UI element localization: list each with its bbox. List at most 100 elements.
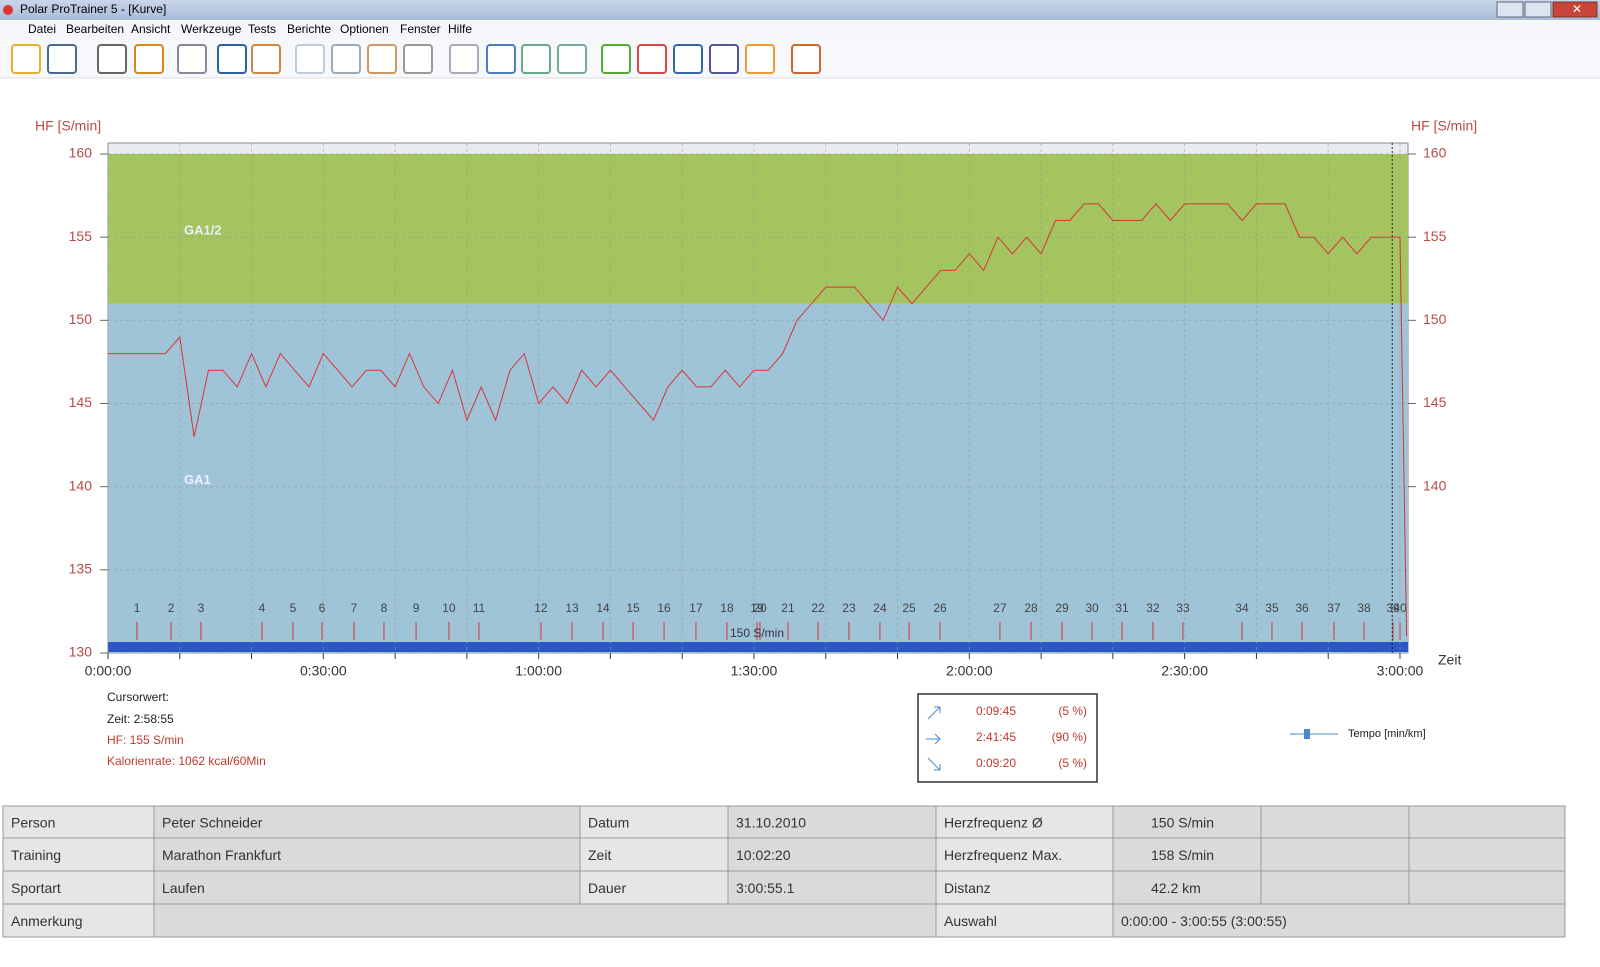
toolbar-button[interactable] (521, 44, 551, 74)
toolbar-button[interactable] (11, 44, 41, 74)
toolbar-button[interactable] (251, 44, 281, 74)
x-tick-label: 1:00:00 (515, 663, 562, 679)
menu-item[interactable]: Hilfe (448, 22, 472, 36)
lap-label: 19 (750, 601, 764, 615)
toolbar-button[interactable] (557, 44, 587, 74)
toolbar-button[interactable] (217, 44, 247, 74)
lap-label: 14 (596, 601, 610, 615)
lap-label: 25 (902, 601, 916, 615)
table-cell (1112, 903, 1566, 938)
tempo-bar (108, 642, 1408, 652)
x-axis-title: Zeit (1438, 652, 1461, 668)
lap-label: 23 (842, 601, 856, 615)
y2-tick-label: 155 (1423, 228, 1447, 244)
table-cell (2, 870, 155, 905)
lap-label: 27 (993, 601, 1007, 615)
x-tick-label: 3:00:00 (1377, 663, 1424, 679)
cursor-title: Cursorwert: (107, 690, 169, 704)
table-text: 42.2 km (1151, 880, 1201, 896)
trend-arrow (926, 733, 941, 745)
table-text: 31.10.2010 (736, 815, 806, 831)
menu-item[interactable]: Berichte (287, 22, 331, 36)
y-tick-label: 160 (69, 145, 93, 161)
lap-label: 17 (689, 601, 703, 615)
toolbar-button[interactable] (486, 44, 516, 74)
lap-label: 33 (1176, 601, 1190, 615)
table-text: Datum (588, 815, 629, 831)
table-cell (1112, 805, 1262, 839)
lap-label: 32 (1146, 601, 1160, 615)
toolbar-button[interactable] (745, 44, 775, 74)
legend-label: Tempo [min/km] (1348, 728, 1426, 740)
window-controls[interactable]: ✕ (1496, 1, 1598, 18)
toolbar-button[interactable] (601, 44, 631, 74)
lap-label: 16 (657, 601, 671, 615)
toolbar-button[interactable] (295, 44, 325, 74)
menu-item[interactable]: Tests (248, 22, 276, 36)
y2-tick-label: 150 (1423, 311, 1447, 327)
toolbar-button[interactable] (791, 44, 821, 74)
table-cell (579, 837, 729, 872)
x-tick-label: 0:30:00 (300, 663, 347, 679)
table-text: Marathon Frankfurt (162, 847, 281, 863)
toolbar-button[interactable] (637, 44, 667, 74)
annotation: 150 S/min (730, 626, 784, 640)
toolbar-button[interactable] (134, 44, 164, 74)
cursor-hr: HF: 155 S/min (107, 733, 184, 747)
toolbar-button[interactable] (709, 44, 739, 74)
toolbar-button[interactable] (449, 44, 479, 74)
y-tick-label: 140 (69, 477, 93, 493)
table-text: Herzfrequenz Ø (944, 815, 1043, 831)
menu-item[interactable]: Ansicht (131, 22, 171, 36)
table-text: Person (11, 815, 55, 831)
toolbar-button[interactable] (47, 44, 77, 74)
lap-label: 5 (290, 601, 297, 615)
toolbar-icons[interactable] (11, 44, 821, 74)
table-cell (1260, 805, 1410, 839)
table-cell (153, 805, 581, 839)
lap-label: 34 (1235, 601, 1249, 615)
menu-item[interactable]: Werkzeuge (181, 22, 242, 36)
lap-label: 18 (720, 601, 734, 615)
table-text: Peter Schneider (162, 815, 263, 831)
legend-marker (1304, 729, 1310, 739)
lap-label: 10 (442, 601, 456, 615)
toolbar-button[interactable] (331, 44, 361, 74)
table-cell (153, 903, 937, 938)
lap-label: 20 (753, 601, 767, 615)
toolbar-button[interactable] (177, 44, 207, 74)
menu-item[interactable]: Datei (28, 22, 56, 36)
lap-label: 8 (381, 601, 388, 615)
lap-label: 12 (534, 601, 548, 615)
toolbar-button[interactable] (403, 44, 433, 74)
table-cell (1408, 837, 1566, 872)
menu-item[interactable]: Fenster (400, 22, 441, 36)
table-cell (935, 870, 1114, 905)
menu-bar (0, 20, 1600, 40)
table-cell (1408, 805, 1566, 839)
table-cell (579, 870, 729, 905)
table-cell (1260, 837, 1410, 872)
lap-label: 39 (1386, 601, 1400, 615)
toolbar-button[interactable] (673, 44, 703, 74)
lap-label: 15 (626, 601, 640, 615)
trend-percent: (5 %) (1058, 704, 1087, 718)
trend-time: 0:09:45 (976, 704, 1016, 718)
zone-label: GA1 (184, 472, 211, 487)
toolbar-button[interactable] (97, 44, 127, 74)
lap-label: 7 (351, 601, 358, 615)
table-text: Training (11, 847, 61, 863)
menu-item[interactable]: Optionen (340, 22, 389, 36)
menu-item[interactable]: Bearbeiten (66, 22, 124, 36)
table-text: 0:00:00 - 3:00:55 (3:00:55) (1121, 913, 1287, 929)
toolbar-button[interactable] (367, 44, 397, 74)
lap-label: 30 (1085, 601, 1099, 615)
window-title: Polar ProTrainer 5 - [Kurve] (20, 2, 166, 16)
zone (108, 303, 1408, 653)
title-bar (0, 0, 1600, 20)
table-cell (1260, 870, 1410, 905)
lap-label: 22 (811, 601, 825, 615)
app-icon (3, 5, 13, 15)
y2-axis-title: HF [S/min] (1411, 118, 1477, 134)
